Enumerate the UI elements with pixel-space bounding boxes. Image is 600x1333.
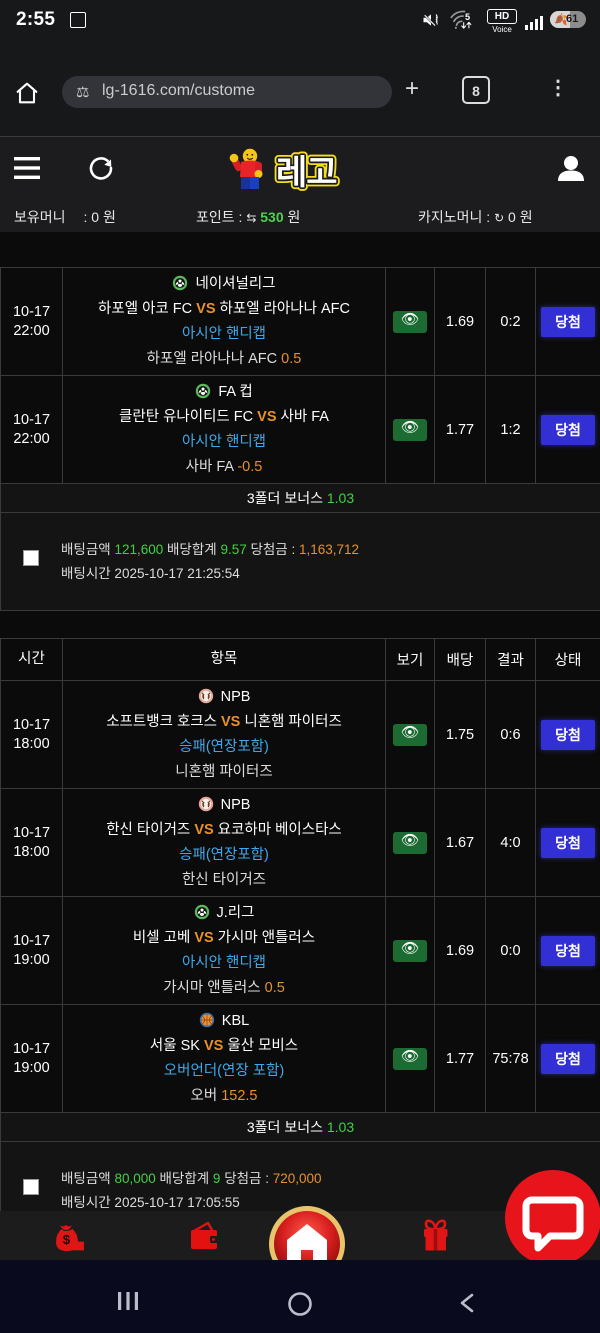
svg-text:$: $ xyxy=(63,1232,71,1247)
svg-text:레고: 레고 xyxy=(276,154,337,192)
svg-text:5: 5 xyxy=(465,12,470,22)
